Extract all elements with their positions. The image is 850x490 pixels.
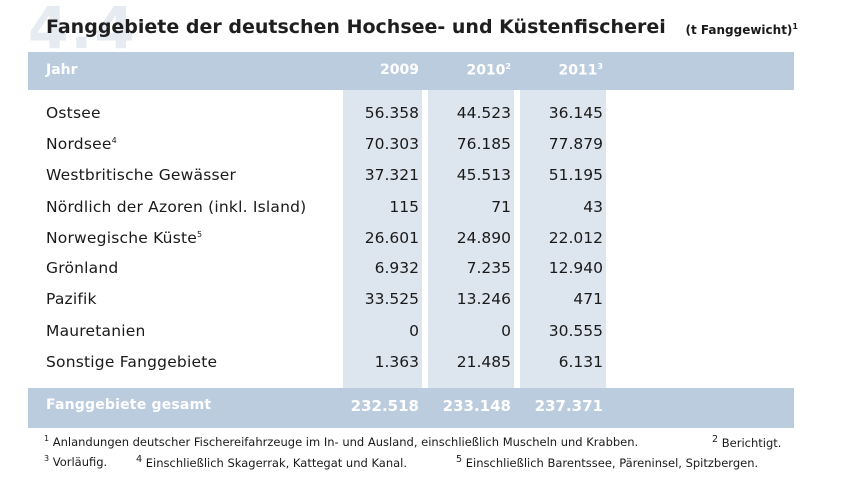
row-label: Nordsee4 — [46, 135, 117, 153]
cell-2009: 33.525 — [364, 290, 419, 308]
column-shade-2009 — [343, 52, 422, 428]
cell-2010: 76.185 — [456, 135, 511, 153]
row-label: Grönland — [46, 259, 119, 277]
cell-2010: 44.523 — [456, 104, 511, 122]
row-label: Pazifik — [46, 290, 97, 308]
cell-2009: 0 — [409, 322, 419, 340]
header-2009: 2009 — [380, 62, 419, 78]
cell-2010: 0 — [501, 322, 511, 340]
total-row: Fanggebiete gesamt 232.518 233.148 237.3… — [0, 397, 850, 421]
footnote-3: 3 Vorläufig. — [44, 454, 108, 469]
footnote-5: 5 Einschließlich Barentssee, Päreninsel,… — [456, 454, 759, 470]
table-row: Pazifik 33.525 13.246 471 — [0, 286, 850, 316]
table-header — [28, 52, 794, 90]
header-year-label: Jahr — [46, 62, 78, 78]
cell-2010: 45.513 — [456, 166, 511, 184]
cell-2009: 1.363 — [374, 353, 419, 371]
cell-2009: 37.321 — [364, 166, 419, 184]
column-shade-2010 — [428, 52, 514, 428]
cell-2011: 77.879 — [548, 135, 603, 153]
page-title: Fanggebiete der deutschen Hochsee- und K… — [46, 16, 666, 38]
row-label: Norwegische Küste5 — [46, 229, 203, 247]
table-row: Nördlich der Azoren (inkl. Island) 115 7… — [0, 194, 850, 224]
total-label: Fanggebiete gesamt — [46, 397, 212, 413]
cell-2010: 71 — [491, 198, 511, 216]
table-row: Sonstige Fanggebiete 1.363 21.485 6.131 — [0, 349, 850, 379]
row-label: Mauretanien — [46, 322, 146, 340]
cell-2011: 43 — [583, 198, 603, 216]
row-label: Westbritische Gewässer — [46, 166, 237, 184]
table-row: Mauretanien 0 0 30.555 — [0, 318, 850, 348]
table-row: Westbritische Gewässer 37.321 45.513 51.… — [0, 162, 850, 192]
footnote-2: 2 Berichtigt. — [712, 434, 782, 450]
cell-2010: 21.485 — [456, 353, 511, 371]
total-2010: 233.148 — [442, 397, 511, 415]
cell-2009: 115 — [389, 198, 419, 216]
total-2009: 232.518 — [350, 397, 419, 415]
total-row-bar — [28, 388, 794, 428]
footnote-1: 1 Anlandungen deutscher Fischereifahrzeu… — [44, 434, 639, 449]
column-shade-2011 — [520, 52, 606, 428]
section-number: 4.4 — [28, 0, 137, 62]
cell-2010: 13.246 — [456, 290, 511, 308]
row-label: Nördlich der Azoren (inkl. Island) — [46, 198, 307, 216]
cell-2011: 471 — [573, 290, 603, 308]
cell-2010: 7.235 — [466, 259, 511, 277]
table-row: Ostsee 56.358 44.523 36.145 — [0, 100, 850, 130]
table-row: Norwegische Küste5 26.601 24.890 22.012 — [0, 225, 850, 255]
cell-2011: 30.555 — [548, 322, 603, 340]
cell-2009: 70.303 — [364, 135, 419, 153]
cell-2011: 6.131 — [558, 353, 603, 371]
cell-2011: 36.145 — [548, 104, 603, 122]
cell-2011: 51.195 — [548, 166, 603, 184]
cell-2009: 26.601 — [364, 229, 419, 247]
cell-2010: 24.890 — [456, 229, 511, 247]
header-2010: 20102 — [466, 62, 511, 79]
row-label: Ostsee — [46, 104, 101, 122]
total-2011: 237.371 — [534, 397, 603, 415]
cell-2009: 56.358 — [364, 104, 419, 122]
header-2011: 20113 — [558, 62, 603, 79]
cell-2009: 6.932 — [374, 259, 419, 277]
footnote-4: 4 Einschließlich Skagerrak, Kattegat und… — [136, 454, 408, 470]
unit-label: (t Fanggewicht)1 — [685, 22, 798, 37]
cell-2011: 22.012 — [548, 229, 603, 247]
table-row: Grönland 6.932 7.235 12.940 — [0, 255, 850, 285]
cell-2011: 12.940 — [548, 259, 603, 277]
row-label: Sonstige Fanggebiete — [46, 353, 218, 371]
table-row: Nordsee4 70.303 76.185 77.879 — [0, 131, 850, 161]
